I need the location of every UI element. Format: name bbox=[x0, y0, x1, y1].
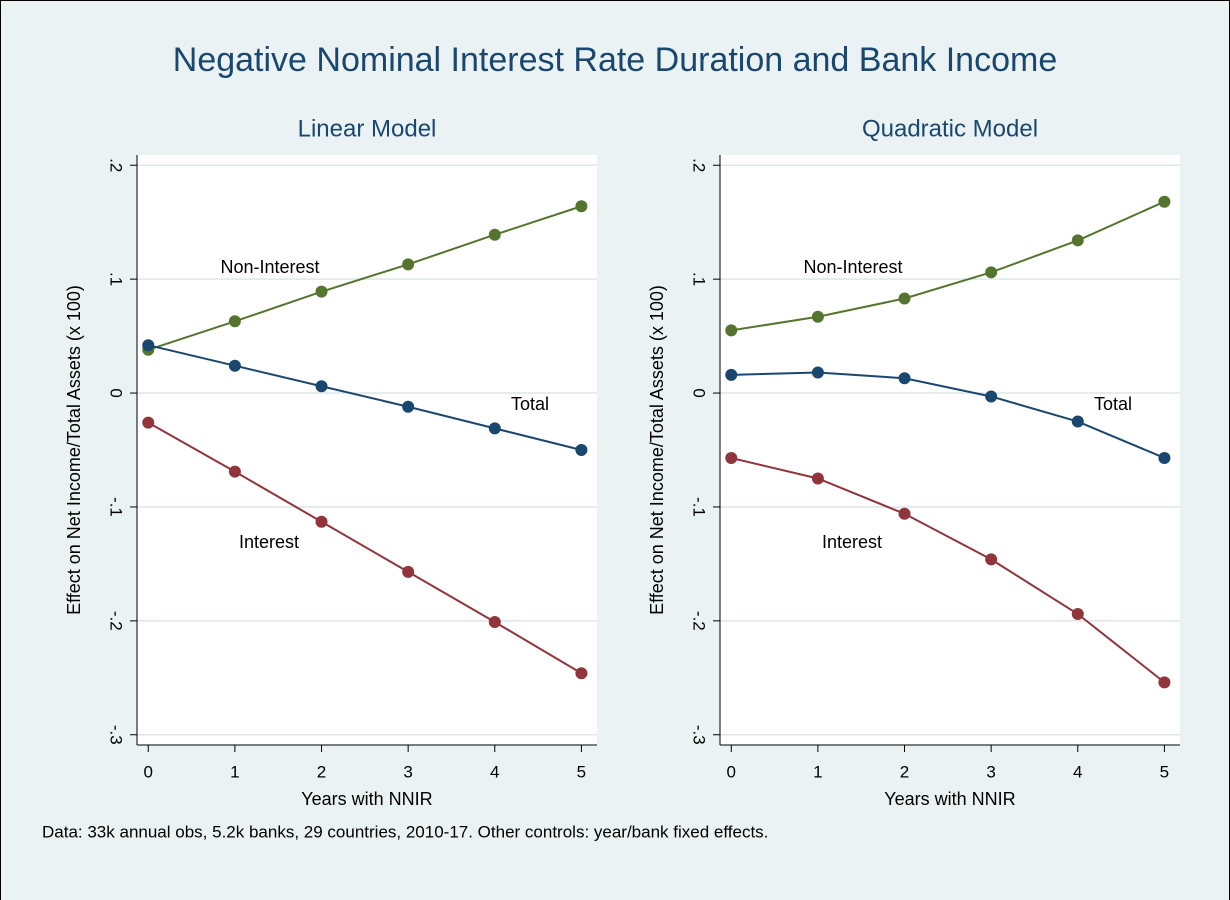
data-point bbox=[725, 451, 738, 464]
series-line bbox=[731, 456, 1166, 684]
x-tick-label: 4 bbox=[1073, 762, 1082, 781]
y-tick-label: .2 bbox=[690, 158, 709, 172]
data-point bbox=[315, 285, 328, 298]
plot-area bbox=[720, 155, 1180, 745]
y-tick-label: -.1 bbox=[690, 497, 709, 517]
data-point bbox=[1158, 676, 1171, 689]
x-tick-label: 3 bbox=[403, 762, 412, 781]
data-point bbox=[228, 359, 241, 372]
y-tick-label: -.3 bbox=[690, 725, 709, 745]
data-point bbox=[315, 380, 328, 393]
series-label: Non-Interest bbox=[803, 257, 902, 277]
data-point bbox=[228, 315, 241, 328]
data-point bbox=[315, 515, 328, 528]
series-label: Interest bbox=[239, 532, 299, 552]
y-tick-label: 0 bbox=[107, 388, 126, 397]
note: Data: 33k annual obs, 5.2k banks, 29 cou… bbox=[42, 822, 768, 841]
y-tick-label: -.1 bbox=[107, 497, 126, 517]
data-point bbox=[985, 266, 998, 279]
x-axis-label: Years with NNIR bbox=[884, 789, 1015, 809]
y-tick-label: .1 bbox=[107, 272, 126, 286]
data-point bbox=[142, 416, 155, 429]
data-point bbox=[1071, 608, 1084, 621]
data-point bbox=[1071, 234, 1084, 247]
x-tick-label: 4 bbox=[490, 762, 499, 781]
data-point bbox=[142, 339, 155, 352]
y-tick-label: -.3 bbox=[107, 725, 126, 745]
data-point bbox=[898, 292, 911, 305]
x-axis-label: Years with NNIR bbox=[301, 789, 432, 809]
data-point bbox=[488, 228, 501, 241]
series-line bbox=[148, 344, 582, 451]
data-point bbox=[725, 368, 738, 381]
x-tick-label: 5 bbox=[1160, 762, 1169, 781]
plot-area bbox=[137, 155, 597, 745]
x-tick-label: 1 bbox=[813, 762, 822, 781]
data-point bbox=[575, 444, 588, 456]
data-point bbox=[1158, 451, 1171, 464]
series-line bbox=[731, 200, 1165, 332]
series-label: Total bbox=[511, 394, 549, 414]
data-point bbox=[402, 400, 415, 413]
data-point bbox=[725, 324, 738, 337]
x-tick-label: 3 bbox=[986, 762, 995, 781]
series-label: Interest bbox=[822, 532, 882, 552]
data-point bbox=[228, 465, 241, 478]
data-point bbox=[811, 310, 824, 323]
data-point bbox=[488, 422, 501, 435]
data-point bbox=[575, 667, 588, 680]
y-tick-label: -.2 bbox=[107, 611, 126, 631]
data-point bbox=[1071, 415, 1084, 428]
y-tick-label: -.2 bbox=[690, 611, 709, 631]
y-axis-label: Effect on Net Income/Total Assets (x 100… bbox=[64, 285, 84, 615]
series-line bbox=[147, 205, 582, 351]
series-line bbox=[731, 371, 1165, 459]
data-point bbox=[985, 553, 998, 566]
chart-title: Negative Nominal Interest Rate Duration … bbox=[173, 41, 1057, 79]
x-tick-label: 1 bbox=[230, 762, 239, 781]
series-label: Total bbox=[1094, 394, 1132, 414]
y-tick-label: .2 bbox=[107, 158, 126, 172]
x-tick-label: 2 bbox=[900, 762, 909, 781]
x-tick-label: 0 bbox=[727, 762, 736, 781]
y-tick-label: .1 bbox=[690, 272, 709, 286]
x-tick-label: 2 bbox=[317, 762, 326, 781]
data-point bbox=[488, 615, 501, 628]
data-point bbox=[898, 372, 911, 385]
series-line bbox=[147, 421, 582, 675]
data-point bbox=[575, 200, 588, 213]
series-label: Non-Interest bbox=[220, 257, 319, 277]
x-tick-label: 0 bbox=[144, 762, 153, 781]
data-point bbox=[985, 390, 998, 403]
panel-title: Linear Model bbox=[298, 115, 437, 142]
x-tick-label: 5 bbox=[577, 762, 586, 781]
y-axis-label: Effect on Net Income/Total Assets (x 100… bbox=[647, 285, 667, 615]
y-tick-label: 0 bbox=[690, 388, 709, 397]
data-point bbox=[402, 258, 415, 271]
panel-title: Quadratic Model bbox=[862, 115, 1038, 142]
data-point bbox=[898, 507, 911, 520]
data-point bbox=[1158, 195, 1171, 208]
data-point bbox=[811, 472, 824, 485]
data-point bbox=[402, 565, 415, 578]
data-point bbox=[811, 366, 824, 379]
